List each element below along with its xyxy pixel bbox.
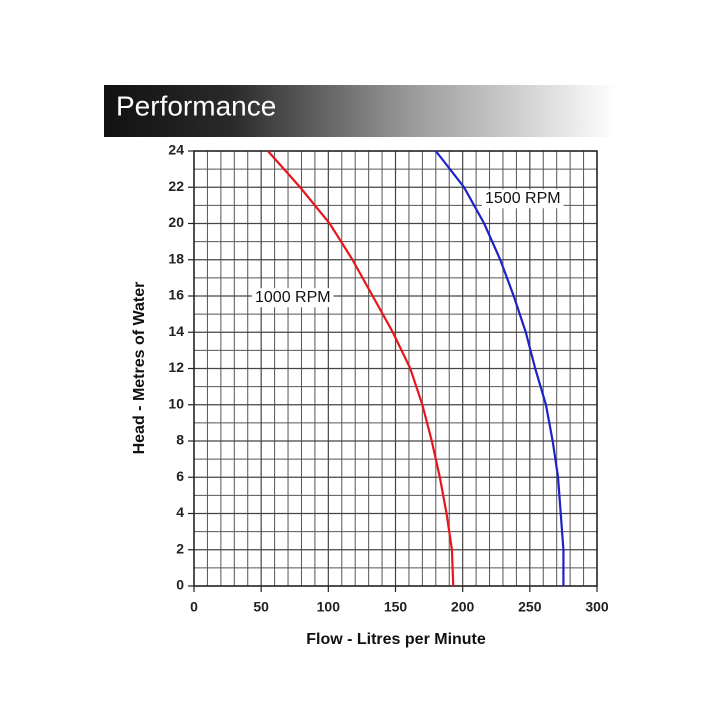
y-tick-label: 4	[176, 504, 184, 520]
y-axis-label: Head - Metres of Water	[131, 282, 148, 455]
y-tick-label: 0	[176, 577, 184, 593]
y-tick-label: 8	[176, 432, 184, 448]
x-tick-label: 50	[253, 599, 269, 615]
series-line	[434, 150, 565, 586]
x-tick-label: 100	[317, 599, 341, 615]
header-band	[104, 85, 616, 137]
y-tick-label: 6	[176, 468, 184, 484]
y-tick-label: 14	[168, 323, 184, 339]
x-axis-label: Flow - Litres per Minute	[306, 631, 486, 648]
x-tick-label: 300	[585, 599, 609, 615]
x-tick-label: 0	[190, 599, 198, 615]
series-label-bg	[482, 189, 564, 209]
series-label: 1000 RPM	[255, 289, 331, 306]
y-tick-label: 18	[168, 250, 184, 266]
y-tick-label: 10	[168, 395, 184, 411]
y-tick-label: 20	[168, 214, 184, 230]
x-tick-label: 250	[518, 599, 542, 615]
y-tick-label: 24	[168, 142, 184, 158]
x-tick-label: 200	[451, 599, 475, 615]
series-label: 1500 RPM	[485, 190, 561, 207]
series-label-bg	[252, 288, 334, 308]
y-tick-label: 2	[176, 540, 184, 556]
x-tick-label: 150	[384, 599, 408, 615]
series-line	[267, 150, 455, 587]
y-tick-label: 12	[168, 359, 184, 375]
y-tick-label: 16	[168, 287, 184, 303]
y-tick-label: 22	[168, 178, 184, 194]
plot-frame	[193, 150, 598, 587]
chart-title: Performance	[116, 90, 276, 121]
